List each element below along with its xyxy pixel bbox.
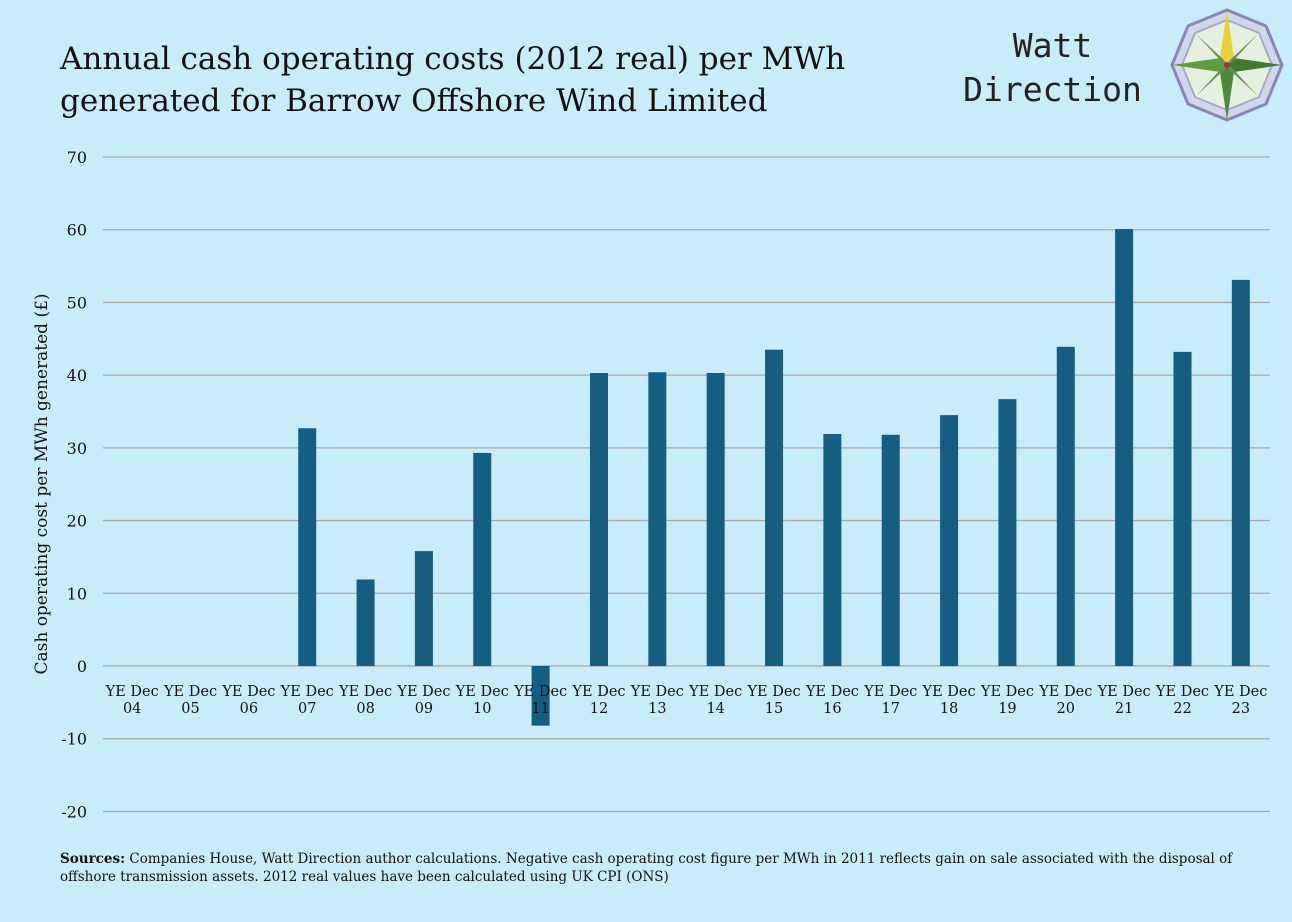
x-tick-label-year: 23: [1232, 701, 1250, 717]
bar: [589, 372, 608, 666]
x-tick-label-year: 12: [590, 701, 608, 717]
x-tick-label: YE Dec: [513, 684, 567, 700]
footer-label: Sources:: [60, 851, 126, 867]
x-tick-label: YE Dec: [630, 684, 684, 700]
y-tick-labels: -20 -10 0 10 20 30 40 50 60 70: [61, 148, 87, 821]
bar: [823, 434, 842, 666]
bar: [881, 434, 900, 666]
bars: [298, 228, 1250, 726]
y-tick-label: 40: [67, 366, 87, 385]
x-tick-label: YE Dec: [163, 684, 217, 700]
y-tick-label: 0: [77, 657, 87, 676]
x-tick-label-year: 08: [356, 701, 374, 717]
x-tick-label: YE Dec: [688, 684, 742, 700]
x-tick-label: YE Dec: [396, 684, 450, 700]
x-tick-label-year: 07: [298, 701, 316, 717]
logo-line-1: Watt: [1012, 26, 1093, 65]
x-tick-label-year: 21: [1115, 701, 1133, 717]
x-tick-label: YE Dec: [455, 684, 509, 700]
x-tick-label-year: 15: [765, 701, 783, 717]
bar: [940, 415, 959, 666]
x-tick-label: YE Dec: [1213, 684, 1267, 700]
x-tick-label-year: 18: [940, 701, 958, 717]
y-tick-label: 60: [67, 221, 87, 240]
y-tick-label: 70: [67, 148, 87, 167]
x-tick-label: YE Dec: [1097, 684, 1151, 700]
x-tick-label: YE Dec: [105, 684, 159, 700]
footer-note: Sources: Companies House, Watt Direction…: [60, 850, 1260, 886]
compass-logo-icon: [1170, 8, 1284, 122]
y-tick-label: 10: [67, 584, 87, 603]
gridlines: [103, 156, 1270, 813]
footer-text: Companies House, Watt Direction author c…: [60, 851, 1233, 885]
bar: [765, 349, 784, 666]
bar: [298, 428, 317, 666]
x-tick-label-year: 14: [706, 701, 724, 717]
x-tick-label-year: 20: [1057, 701, 1075, 717]
x-tick-label: YE Dec: [805, 684, 859, 700]
x-tick-label-year: 05: [181, 701, 199, 717]
y-tick-label: 20: [67, 512, 87, 531]
bar: [1173, 351, 1192, 666]
bar: [1056, 346, 1075, 666]
x-tick-label-year: 17: [881, 701, 899, 717]
x-tick-label: YE Dec: [221, 684, 275, 700]
x-tick-label: YE Dec: [280, 684, 334, 700]
x-tick-label: YE Dec: [1038, 684, 1092, 700]
bar: [473, 452, 492, 666]
x-tick-label-year: 10: [473, 701, 491, 717]
x-tick-label: YE Dec: [338, 684, 392, 700]
bar: [706, 372, 725, 666]
y-tick-label: -10: [61, 730, 87, 749]
bar: [356, 579, 375, 666]
x-tick-label: YE Dec: [980, 684, 1034, 700]
logo-text: Watt Direction: [945, 24, 1160, 112]
bar: [1231, 279, 1250, 666]
x-tick-label: YE Dec: [746, 684, 800, 700]
logo-line-2: Direction: [963, 70, 1142, 109]
x-tick-label-year: 19: [998, 701, 1016, 717]
x-tick-label-year: 16: [823, 701, 841, 717]
y-tick-label: 50: [67, 293, 87, 312]
x-tick-label-year: 04: [123, 701, 141, 717]
x-tick-label-year: 11: [531, 701, 549, 717]
bar: [648, 372, 667, 666]
x-tick-label: YE Dec: [1155, 684, 1209, 700]
x-tick-label: YE Dec: [863, 684, 917, 700]
x-tick-label-year: 13: [648, 701, 666, 717]
chart-title: Annual cash operating costs (2012 real) …: [60, 41, 846, 119]
x-tick-label-year: 06: [240, 701, 258, 717]
bar: [1115, 228, 1134, 667]
x-tick-label: YE Dec: [571, 684, 625, 700]
y-axis-label: Cash operating cost per MWh generated (£…: [32, 293, 52, 674]
bar: [531, 666, 550, 726]
bar: [998, 399, 1017, 666]
y-tick-label: 30: [67, 439, 87, 458]
x-tick-label-year: 22: [1173, 701, 1191, 717]
bar: [414, 551, 433, 666]
x-tick-label: YE Dec: [922, 684, 976, 700]
y-tick-label: -20: [61, 802, 87, 821]
x-tick-label-year: 09: [415, 701, 433, 717]
